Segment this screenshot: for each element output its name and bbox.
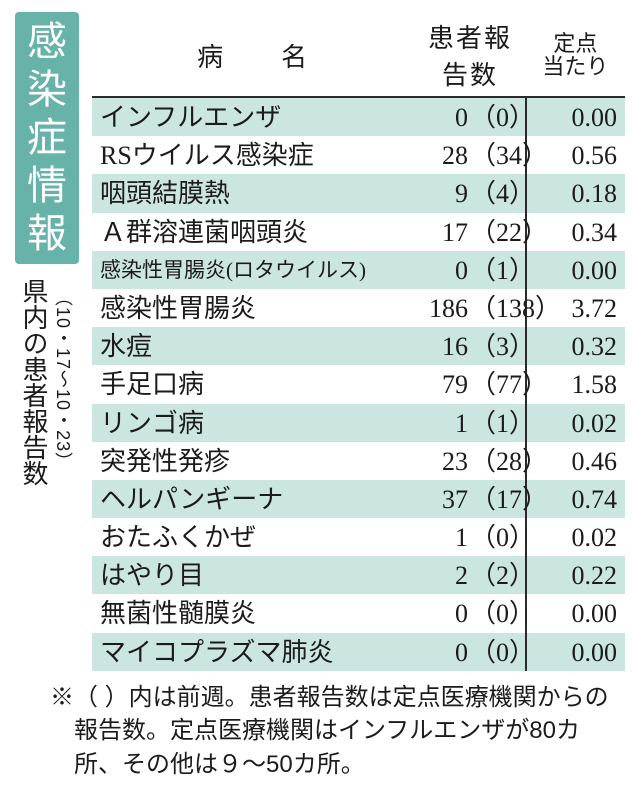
table-row: おたふくかぜ1（0）0.02 <box>92 518 625 556</box>
cell-prev: （1） <box>470 251 526 289</box>
cell-name: Ａ群溶連菌咽頭炎 <box>92 213 414 251</box>
table-row: はやり目2（2）0.22 <box>92 556 625 594</box>
cell-prev: （4） <box>470 174 526 212</box>
cell-count: 1 <box>414 404 470 442</box>
cell-rate: 0.00 <box>526 251 625 289</box>
sidebar: 感染症情報 県内の患者報告数 （10・17〜10・23） <box>8 12 86 671</box>
title-badge: 感染症情報 <box>15 12 79 264</box>
cell-count: 2 <box>414 556 470 594</box>
table-row: 手足口病79（77）1.58 <box>92 365 625 403</box>
cell-count: 16 <box>414 327 470 365</box>
cell-count: 0 <box>414 97 470 136</box>
cell-prev: （138） <box>470 289 526 327</box>
cell-rate: 0.32 <box>526 327 625 365</box>
cell-name: 無菌性髄膜炎 <box>92 594 414 632</box>
cell-count: 0 <box>414 633 470 671</box>
cell-name: 感染性胃腸炎 <box>92 289 414 327</box>
cell-rate: 0.00 <box>526 594 625 632</box>
cell-name: 水痘 <box>92 327 414 365</box>
table-row: 感染性胃腸炎186（138）3.72 <box>92 289 625 327</box>
cell-name: 咽頭結膜熱 <box>92 174 414 212</box>
cell-count: 23 <box>414 442 470 480</box>
cell-rate: 0.02 <box>526 404 625 442</box>
cell-rate: 0.02 <box>526 518 625 556</box>
cell-name: 手足口病 <box>92 365 414 403</box>
badge-char: 報 <box>27 214 67 254</box>
col-name: 病 名 <box>92 12 414 97</box>
cell-name: おたふくかぜ <box>92 518 414 556</box>
cell-name: 突発性発疹 <box>92 442 414 480</box>
cell-prev: （17） <box>470 480 526 518</box>
badge-char: 情 <box>27 166 67 206</box>
cell-rate: 0.22 <box>526 556 625 594</box>
cell-prev: （0） <box>470 518 526 556</box>
cell-prev: （77） <box>470 365 526 403</box>
cell-prev: （0） <box>470 594 526 632</box>
cell-name: マイコプラズマ肺炎 <box>92 633 414 671</box>
cell-rate: 0.18 <box>526 174 625 212</box>
cell-name: インフルエンザ <box>92 97 414 136</box>
cell-count: 28 <box>414 136 470 174</box>
cell-prev: （3） <box>470 327 526 365</box>
disease-table: 病 名 患者報告数 定点 当たり インフルエンザ0（0）0.00RSウイルス感染… <box>92 12 625 671</box>
cell-prev: （22） <box>470 213 526 251</box>
cell-name: はやり目 <box>92 556 414 594</box>
cell-prev: （2） <box>470 556 526 594</box>
cell-prev: （1） <box>470 404 526 442</box>
table-row: 無菌性髄膜炎0（0）0.00 <box>92 594 625 632</box>
cell-count: 9 <box>414 174 470 212</box>
badge-char: 感 <box>27 22 67 62</box>
cell-count: 0 <box>414 251 470 289</box>
cell-count: 186 <box>414 289 470 327</box>
cell-count: 79 <box>414 365 470 403</box>
table-row: ヘルパンギーナ37（17）0.74 <box>92 480 625 518</box>
cell-name: ヘルパンギーナ <box>92 480 414 518</box>
cell-count: 1 <box>414 518 470 556</box>
subtitle: 県内の患者報告数 <box>18 278 48 486</box>
cell-count: 0 <box>414 594 470 632</box>
table-row: RSウイルス感染症28（34）0.56 <box>92 136 625 174</box>
table-row: インフルエンザ0（0）0.00 <box>92 97 625 136</box>
col-rate: 定点 当たり <box>526 12 625 97</box>
cell-prev: （0） <box>470 97 526 136</box>
table-row: 咽頭結膜熱9（4）0.18 <box>92 174 625 212</box>
cell-name: 感染性胃腸炎(ロタウイルス) <box>92 251 414 289</box>
cell-name: リンゴ病 <box>92 404 414 442</box>
table-row: リンゴ病1（1）0.02 <box>92 404 625 442</box>
table-row: Ａ群溶連菌咽頭炎17（22）0.34 <box>92 213 625 251</box>
table-row: 水痘16（3）0.32 <box>92 327 625 365</box>
cell-prev: （0） <box>470 633 526 671</box>
cell-count: 37 <box>414 480 470 518</box>
table-row: 突発性発疹23（28）0.46 <box>92 442 625 480</box>
cell-prev: （34） <box>470 136 526 174</box>
badge-char: 染 <box>27 70 67 110</box>
date-range: （10・17〜10・23） <box>50 278 76 486</box>
cell-rate: 0.00 <box>526 633 625 671</box>
badge-char: 症 <box>27 118 67 158</box>
table-area: 病 名 患者報告数 定点 当たり インフルエンザ0（0）0.00RSウイルス感染… <box>86 12 625 671</box>
cell-count: 17 <box>414 213 470 251</box>
cell-rate: 0.00 <box>526 97 625 136</box>
cell-name: RSウイルス感染症 <box>92 136 414 174</box>
table-row: 感染性胃腸炎(ロタウイルス)0（1）0.00 <box>92 251 625 289</box>
footnote: ※（ ）内は前週。患者報告数は定点医療機関からの報告数。定点医療機関はインフルエ… <box>24 671 633 782</box>
table-row: マイコプラズマ肺炎0（0）0.00 <box>92 633 625 671</box>
cell-prev: （28） <box>470 442 526 480</box>
col-count: 患者報告数 <box>414 12 526 97</box>
